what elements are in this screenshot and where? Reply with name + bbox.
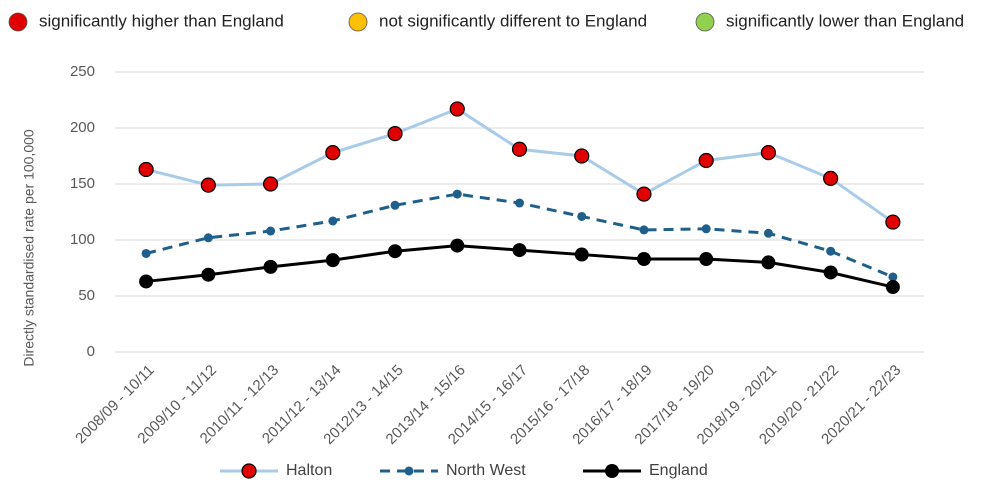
point	[636, 252, 651, 267]
point	[201, 267, 216, 282]
point	[823, 265, 838, 280]
point	[698, 152, 714, 169]
point	[826, 246, 836, 256]
y-axis-label: Directly standardised rate per 100,000	[21, 129, 37, 367]
point	[763, 228, 773, 238]
point	[266, 226, 276, 236]
point	[888, 272, 898, 282]
point	[452, 189, 462, 199]
key-label: significantly lower than England	[726, 11, 964, 30]
point	[761, 255, 776, 270]
point	[449, 101, 465, 117]
point	[328, 216, 338, 226]
point	[387, 126, 403, 142]
point	[574, 247, 589, 262]
y-tick-label: 0	[87, 343, 95, 360]
y-tick-label: 50	[78, 287, 95, 304]
point	[203, 233, 213, 243]
y-tick-label: 100	[70, 231, 95, 248]
key-dot	[348, 12, 368, 32]
point	[636, 186, 652, 202]
point	[760, 145, 777, 161]
key-label: not significantly different to England	[379, 11, 647, 30]
y-tick-label: 150	[70, 175, 95, 192]
point	[141, 248, 151, 258]
key-dot	[695, 12, 715, 32]
point	[885, 280, 900, 295]
point	[512, 243, 527, 258]
legend-label: England	[649, 462, 708, 479]
y-tick-label: 200	[70, 119, 95, 136]
point	[699, 252, 714, 267]
legend-label: Halton	[286, 462, 332, 479]
point	[450, 238, 465, 253]
key-dot	[8, 12, 28, 32]
point	[885, 214, 901, 230]
point	[138, 161, 154, 178]
point	[823, 170, 839, 186]
point	[139, 274, 154, 289]
point	[200, 177, 216, 193]
y-tick-label: 250	[70, 63, 95, 80]
point	[390, 200, 400, 210]
point	[263, 259, 278, 274]
legend-marker	[404, 466, 414, 476]
legend-marker	[241, 463, 257, 479]
point	[639, 225, 649, 235]
point	[574, 148, 590, 164]
point	[511, 141, 528, 157]
point	[325, 253, 340, 268]
point	[388, 244, 403, 259]
point	[325, 145, 341, 161]
key-label: significantly higher than England	[39, 11, 284, 30]
legend-label: North West	[446, 462, 526, 479]
point	[701, 224, 711, 234]
point	[515, 198, 524, 208]
legend-marker	[605, 464, 619, 478]
point	[577, 211, 587, 221]
point	[262, 176, 279, 192]
